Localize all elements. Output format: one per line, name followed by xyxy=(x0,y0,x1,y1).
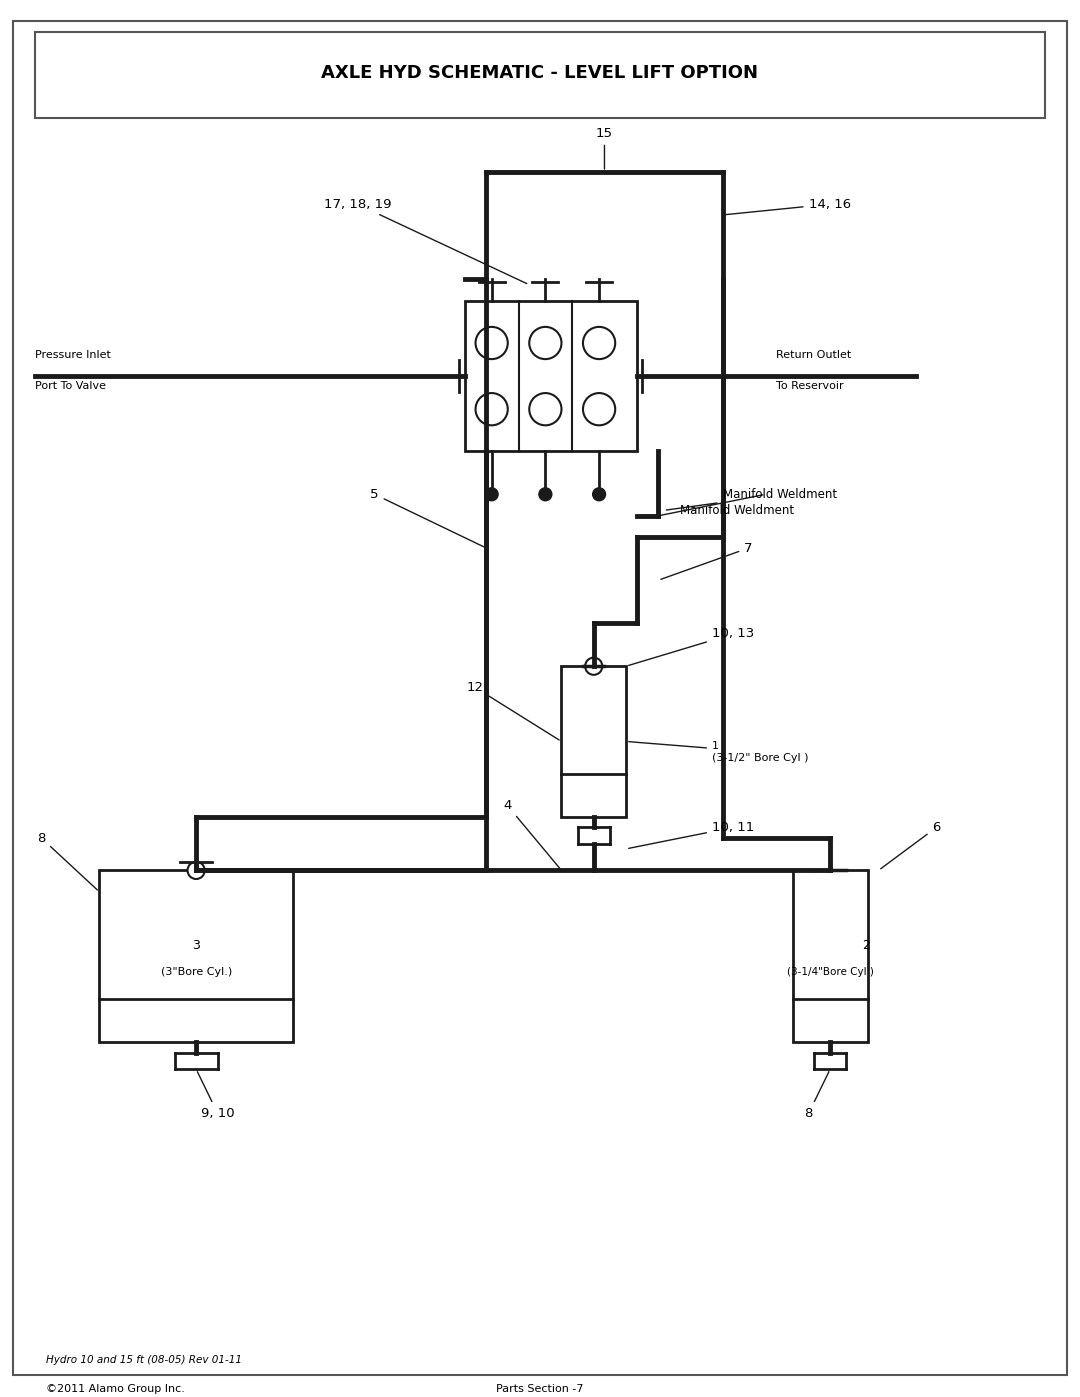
Bar xyxy=(464,300,637,451)
Circle shape xyxy=(188,862,205,879)
Text: 12: 12 xyxy=(467,682,559,740)
Text: 3: 3 xyxy=(192,939,200,953)
Circle shape xyxy=(593,488,606,500)
Text: 4: 4 xyxy=(503,799,559,869)
Text: Parts Section -7: Parts Section -7 xyxy=(496,1384,584,1394)
FancyBboxPatch shape xyxy=(13,21,1067,1376)
Circle shape xyxy=(585,658,603,675)
Bar xyxy=(562,666,626,817)
Text: 7: 7 xyxy=(661,542,753,580)
FancyBboxPatch shape xyxy=(35,32,1045,119)
Circle shape xyxy=(583,327,616,359)
Text: 6: 6 xyxy=(880,821,941,869)
Text: 1
(3-1/2" Bore Cyl ): 1 (3-1/2" Bore Cyl ) xyxy=(629,742,809,763)
Text: 15: 15 xyxy=(596,127,613,169)
Bar xyxy=(793,870,867,1042)
Text: 8: 8 xyxy=(38,831,97,890)
Circle shape xyxy=(475,393,508,425)
Circle shape xyxy=(529,327,562,359)
Text: AXLE HYD SCHEMATIC - LEVEL LIFT OPTION: AXLE HYD SCHEMATIC - LEVEL LIFT OPTION xyxy=(322,64,758,82)
Text: 17, 18, 19: 17, 18, 19 xyxy=(324,197,527,284)
Text: 14, 16: 14, 16 xyxy=(726,197,851,215)
Text: To Reservoir: To Reservoir xyxy=(777,381,845,391)
Text: Pressure Inlet: Pressure Inlet xyxy=(35,351,111,360)
Text: Port To Valve: Port To Valve xyxy=(35,381,106,391)
Text: Hydro 10 and 15 ft (08-05) Rev 01-11: Hydro 10 and 15 ft (08-05) Rev 01-11 xyxy=(45,1355,242,1365)
Text: Return Outlet: Return Outlet xyxy=(777,351,852,360)
Circle shape xyxy=(485,488,498,500)
Circle shape xyxy=(529,393,562,425)
Text: Manifold Weldment: Manifold Weldment xyxy=(666,488,837,510)
Text: 9, 10: 9, 10 xyxy=(198,1071,234,1120)
Text: 10, 13: 10, 13 xyxy=(629,627,754,665)
Text: (3-1/4"Bore Cyl ): (3-1/4"Bore Cyl ) xyxy=(786,968,874,978)
Text: 5: 5 xyxy=(370,488,484,546)
Text: Manifold Weldment: Manifold Weldment xyxy=(679,504,794,517)
Text: ©2011 Alamo Group Inc.: ©2011 Alamo Group Inc. xyxy=(45,1384,185,1394)
Circle shape xyxy=(475,327,508,359)
Text: 8: 8 xyxy=(805,1071,829,1120)
Circle shape xyxy=(583,393,616,425)
Text: 2: 2 xyxy=(862,939,870,953)
Bar xyxy=(99,870,293,1042)
Text: 10, 11: 10, 11 xyxy=(629,821,754,848)
Text: (3"Bore Cyl.): (3"Bore Cyl.) xyxy=(161,968,232,978)
Circle shape xyxy=(539,488,552,500)
